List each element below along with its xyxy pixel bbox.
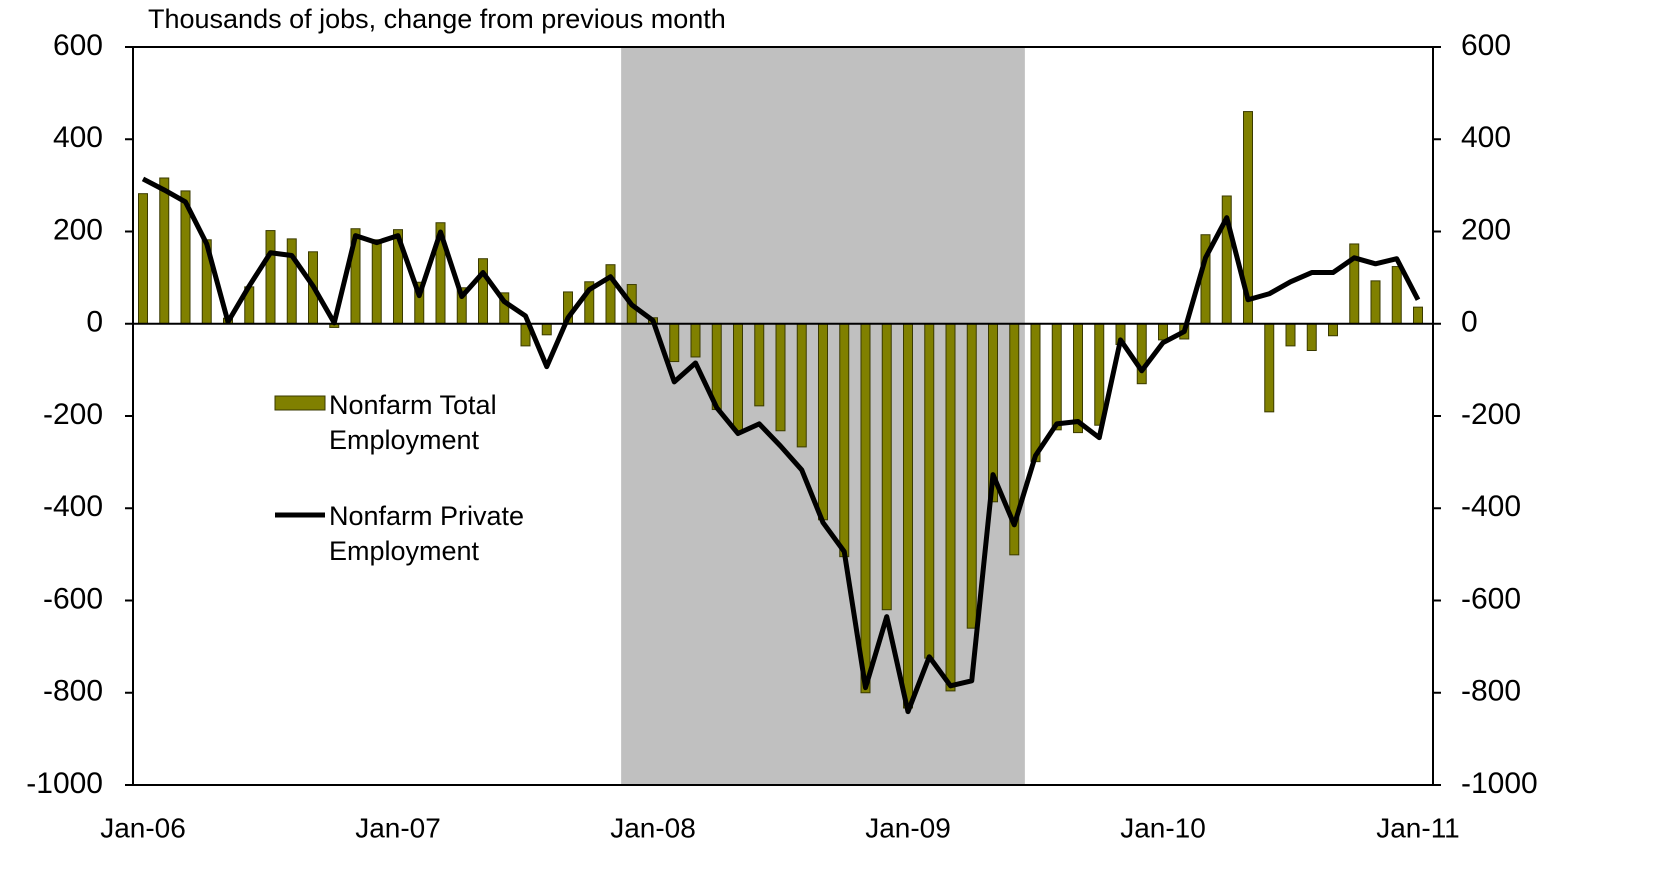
bar [1264, 323, 1275, 413]
y-tick-label: -800 [43, 675, 103, 708]
y2-tick-label: -600 [1461, 582, 1521, 615]
bar [1136, 323, 1147, 385]
bar [478, 258, 488, 325]
bar [541, 323, 552, 336]
x-tick-label: Jan-07 [355, 812, 441, 843]
bar [1370, 280, 1381, 325]
x-tick-label: Jan-06 [100, 812, 186, 843]
x-tick-label: Jan-08 [610, 812, 696, 843]
bar [733, 323, 743, 432]
bar [1285, 323, 1296, 347]
bar [265, 230, 276, 325]
x-tick-label: Jan-09 [865, 812, 951, 843]
bar [924, 323, 935, 659]
bar [1391, 266, 1402, 325]
bar [903, 323, 913, 709]
bar [796, 323, 807, 448]
bar [669, 323, 680, 363]
x-tick-label: Jan-11 [1376, 812, 1460, 843]
bar [966, 323, 977, 629]
bar [881, 323, 892, 611]
y2-tick-label: 600 [1461, 29, 1511, 62]
bar [1306, 323, 1317, 352]
y-tick-label: 0 [86, 306, 103, 339]
bar [839, 323, 850, 558]
y2-tick-label: -200 [1461, 398, 1521, 431]
bar [818, 323, 828, 521]
bar [1328, 323, 1338, 337]
y2-tick-label: -1000 [1461, 767, 1538, 800]
bar [286, 238, 297, 325]
bar [159, 177, 170, 325]
bar [371, 239, 382, 325]
y-tick-label: 400 [53, 121, 103, 154]
bar [775, 323, 786, 432]
chart-title: Thousands of jobs, change from previous … [148, 4, 726, 34]
bar [1221, 195, 1232, 325]
bar [1158, 323, 1168, 341]
legend-swatch [274, 395, 326, 411]
y2-tick-label: 400 [1461, 121, 1511, 154]
x-tick-label: Jan-10 [1120, 812, 1206, 843]
y2-tick-label: 0 [1461, 306, 1478, 339]
y-tick-label: -400 [43, 490, 103, 523]
y-tick-label: -200 [43, 398, 103, 431]
bar [1051, 323, 1062, 431]
plot-frame [132, 46, 1434, 786]
y2-tick-label: 200 [1461, 213, 1511, 246]
bar [860, 323, 871, 694]
bar [1073, 323, 1083, 434]
y-tick-label: 600 [53, 29, 103, 62]
bar [1030, 323, 1041, 463]
bar [1413, 306, 1423, 325]
legend-label: Nonfarm Private Employment [329, 501, 525, 566]
y2-tick-label: -800 [1461, 675, 1521, 708]
bar [1094, 323, 1105, 426]
legend-label: Nonfarm Total Employment [329, 390, 497, 455]
bar [690, 323, 701, 358]
y-tick-label: -600 [43, 582, 103, 615]
bar [605, 264, 616, 325]
bar [945, 323, 956, 692]
bar [754, 323, 765, 407]
y-tick-label: 200 [53, 213, 103, 246]
y-tick-label: -1000 [26, 767, 103, 800]
y2-tick-label: -400 [1461, 490, 1521, 523]
bar [138, 193, 148, 325]
line [141, 176, 1421, 715]
